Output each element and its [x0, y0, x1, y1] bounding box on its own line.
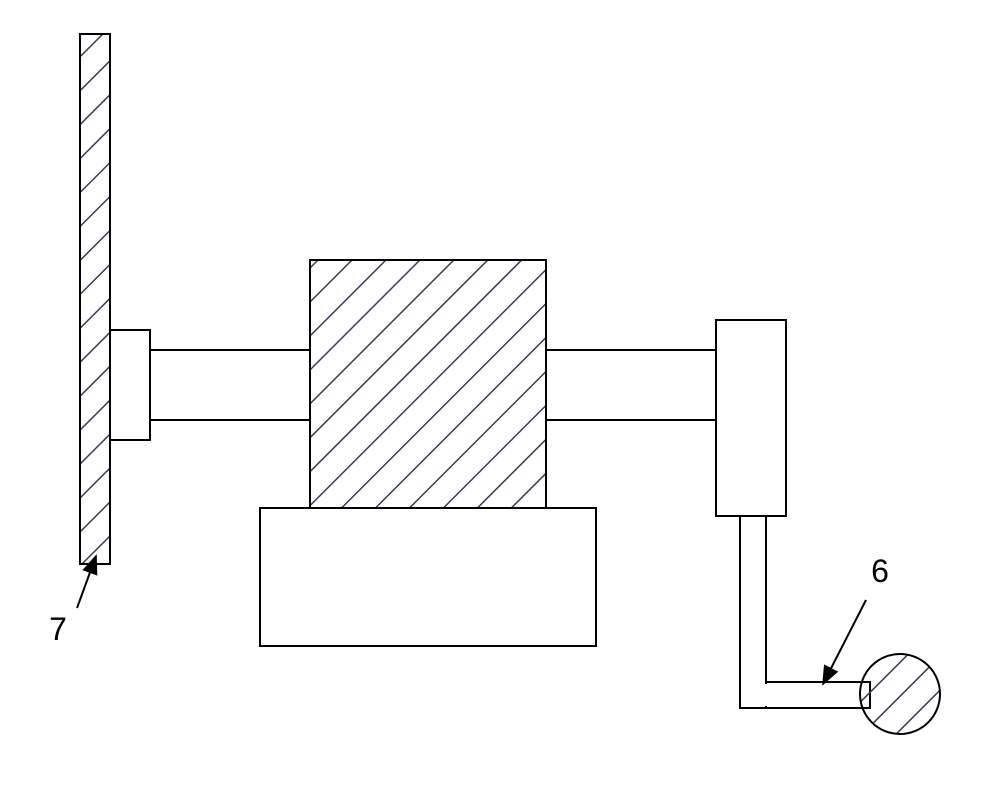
label-6-text: 6: [871, 553, 889, 589]
crank-vertical: [740, 516, 766, 708]
label-6-arrow: [823, 600, 866, 684]
shaft-right: [546, 350, 716, 420]
crank-ball: [860, 654, 940, 734]
shaft-left: [150, 350, 310, 420]
right-block: [716, 320, 786, 516]
vertical-bar: [80, 34, 110, 564]
central-block: [310, 260, 546, 508]
diagram-canvas: 7 6: [0, 0, 1000, 811]
label-7-text: 7: [49, 611, 67, 647]
base-block: [260, 508, 596, 646]
crank-horizontal: [766, 682, 870, 708]
small-block-left: [110, 330, 150, 440]
